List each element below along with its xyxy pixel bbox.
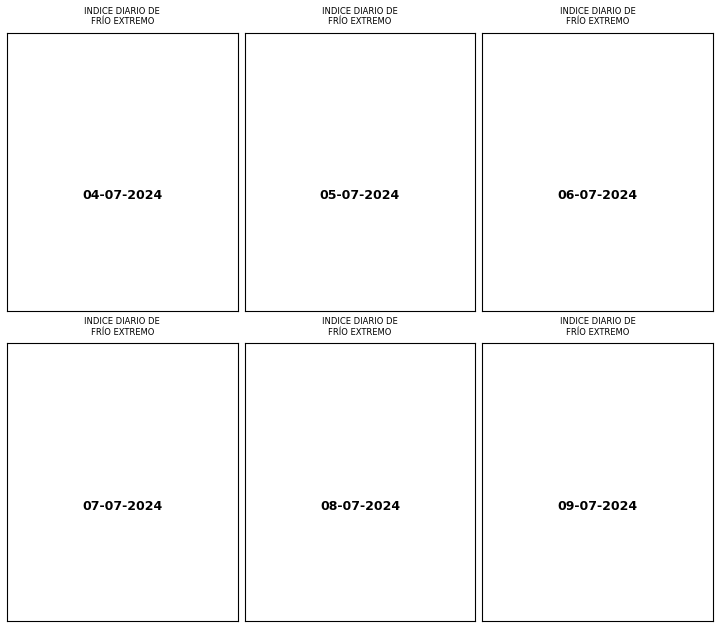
Title: INDICE DIARIO DE
FRÍO EXTREMO: INDICE DIARIO DE FRÍO EXTREMO xyxy=(84,318,160,337)
Text: 08-07-2024: 08-07-2024 xyxy=(320,500,400,513)
Text: 05-07-2024: 05-07-2024 xyxy=(320,190,400,202)
Title: INDICE DIARIO DE
FRÍO EXTREMO: INDICE DIARIO DE FRÍO EXTREMO xyxy=(560,318,636,337)
Title: INDICE DIARIO DE
FRÍO EXTREMO: INDICE DIARIO DE FRÍO EXTREMO xyxy=(322,7,398,26)
Title: INDICE DIARIO DE
FRÍO EXTREMO: INDICE DIARIO DE FRÍO EXTREMO xyxy=(322,318,398,337)
Title: INDICE DIARIO DE
FRÍO EXTREMO: INDICE DIARIO DE FRÍO EXTREMO xyxy=(84,7,160,26)
Text: 07-07-2024: 07-07-2024 xyxy=(82,500,163,513)
Text: 06-07-2024: 06-07-2024 xyxy=(557,190,638,202)
Text: 04-07-2024: 04-07-2024 xyxy=(82,190,163,202)
Text: 09-07-2024: 09-07-2024 xyxy=(557,500,638,513)
Title: INDICE DIARIO DE
FRÍO EXTREMO: INDICE DIARIO DE FRÍO EXTREMO xyxy=(560,7,636,26)
